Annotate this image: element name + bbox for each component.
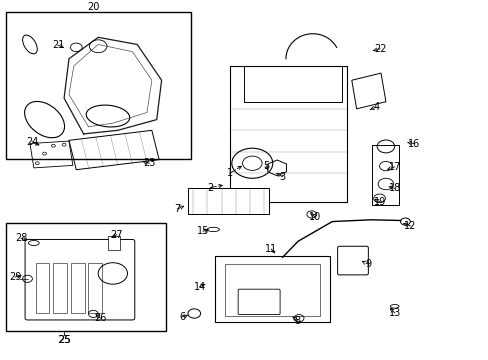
FancyBboxPatch shape (337, 246, 367, 275)
Text: 27: 27 (110, 230, 123, 240)
Bar (108, 236, 120, 250)
Bar (71, 263, 84, 313)
Text: 25: 25 (57, 335, 71, 345)
Text: 14: 14 (193, 282, 205, 292)
Text: 19: 19 (373, 197, 386, 207)
Bar (5, 12, 190, 159)
Bar (5, 223, 166, 331)
Text: 6: 6 (179, 312, 185, 322)
Text: 9: 9 (365, 260, 371, 270)
Text: 17: 17 (387, 162, 400, 172)
Bar (36, 263, 49, 313)
Text: 2: 2 (207, 183, 213, 193)
Text: 13: 13 (388, 308, 400, 318)
Bar (215, 256, 329, 322)
Bar (188, 188, 268, 215)
Text: 8: 8 (293, 316, 300, 326)
Text: 22: 22 (373, 44, 386, 54)
Text: 29: 29 (9, 272, 21, 282)
Text: 7: 7 (174, 204, 180, 214)
Text: 21: 21 (52, 40, 64, 50)
Text: 3: 3 (279, 172, 285, 182)
Text: 4: 4 (372, 102, 378, 112)
FancyBboxPatch shape (238, 289, 280, 315)
Text: 1: 1 (226, 168, 232, 178)
Bar (53, 263, 67, 313)
Text: 23: 23 (143, 158, 155, 168)
Text: 26: 26 (94, 313, 106, 323)
Text: 20: 20 (87, 2, 100, 12)
Text: 25: 25 (58, 335, 70, 345)
Text: 10: 10 (308, 212, 321, 222)
FancyBboxPatch shape (25, 239, 135, 320)
Text: 11: 11 (264, 244, 277, 254)
Text: 24: 24 (26, 137, 39, 147)
Bar (224, 265, 320, 316)
Text: 28: 28 (15, 233, 27, 243)
Bar (371, 145, 398, 206)
Bar (88, 263, 102, 313)
Text: 16: 16 (407, 139, 420, 149)
Text: 15: 15 (197, 226, 209, 236)
Text: 18: 18 (388, 183, 400, 193)
Text: 5: 5 (263, 161, 269, 171)
Text: 12: 12 (403, 221, 416, 231)
